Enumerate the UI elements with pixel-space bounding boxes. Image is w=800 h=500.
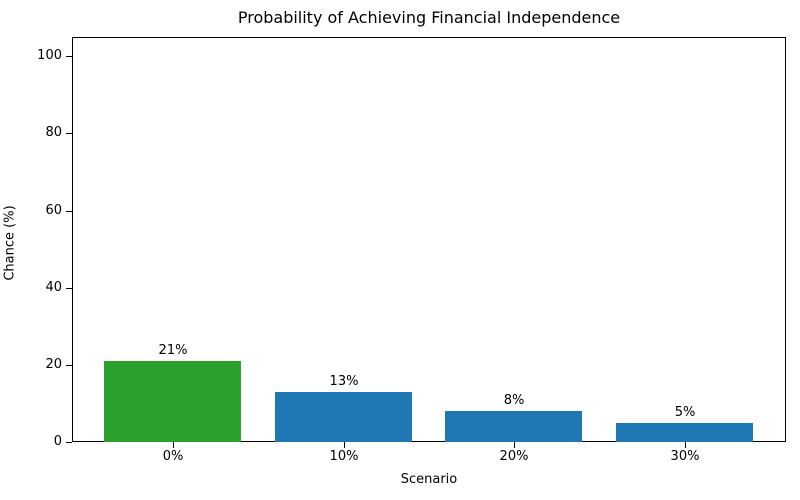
bar-value-label: 21% [158, 343, 188, 358]
x-tick-mark [685, 442, 686, 448]
y-tick-mark [66, 441, 72, 443]
x-tick-mark [344, 442, 345, 448]
bar-value-label: 8% [503, 393, 525, 408]
bar [104, 361, 241, 442]
bar [275, 392, 412, 442]
x-tick-label: 0% [162, 449, 184, 464]
y-tick-mark [66, 55, 72, 57]
y-tick-mark [66, 364, 72, 366]
bar [445, 411, 582, 442]
chart-title: Probability of Achieving Financial Indep… [237, 8, 621, 27]
y-tick-label: 0 [53, 434, 62, 449]
bar-value-label: 13% [329, 374, 359, 389]
x-tick-label: 30% [670, 449, 700, 464]
y-tick-mark [66, 210, 72, 212]
bar [616, 423, 753, 442]
y-tick-label: 60 [45, 203, 62, 218]
x-tick-label: 10% [329, 449, 359, 464]
y-tick-label: 100 [37, 48, 62, 63]
y-tick-mark [66, 132, 72, 134]
x-tick-mark [173, 442, 174, 448]
bar-value-label: 5% [674, 405, 696, 420]
y-tick-label: 20 [45, 357, 62, 372]
x-tick-label: 20% [499, 449, 529, 464]
y-tick-label: 40 [45, 280, 62, 295]
x-axis-label: Scenario [400, 472, 458, 487]
y-tick-label: 80 [45, 125, 62, 140]
y-tick-mark [66, 287, 72, 289]
x-tick-mark [514, 442, 515, 448]
